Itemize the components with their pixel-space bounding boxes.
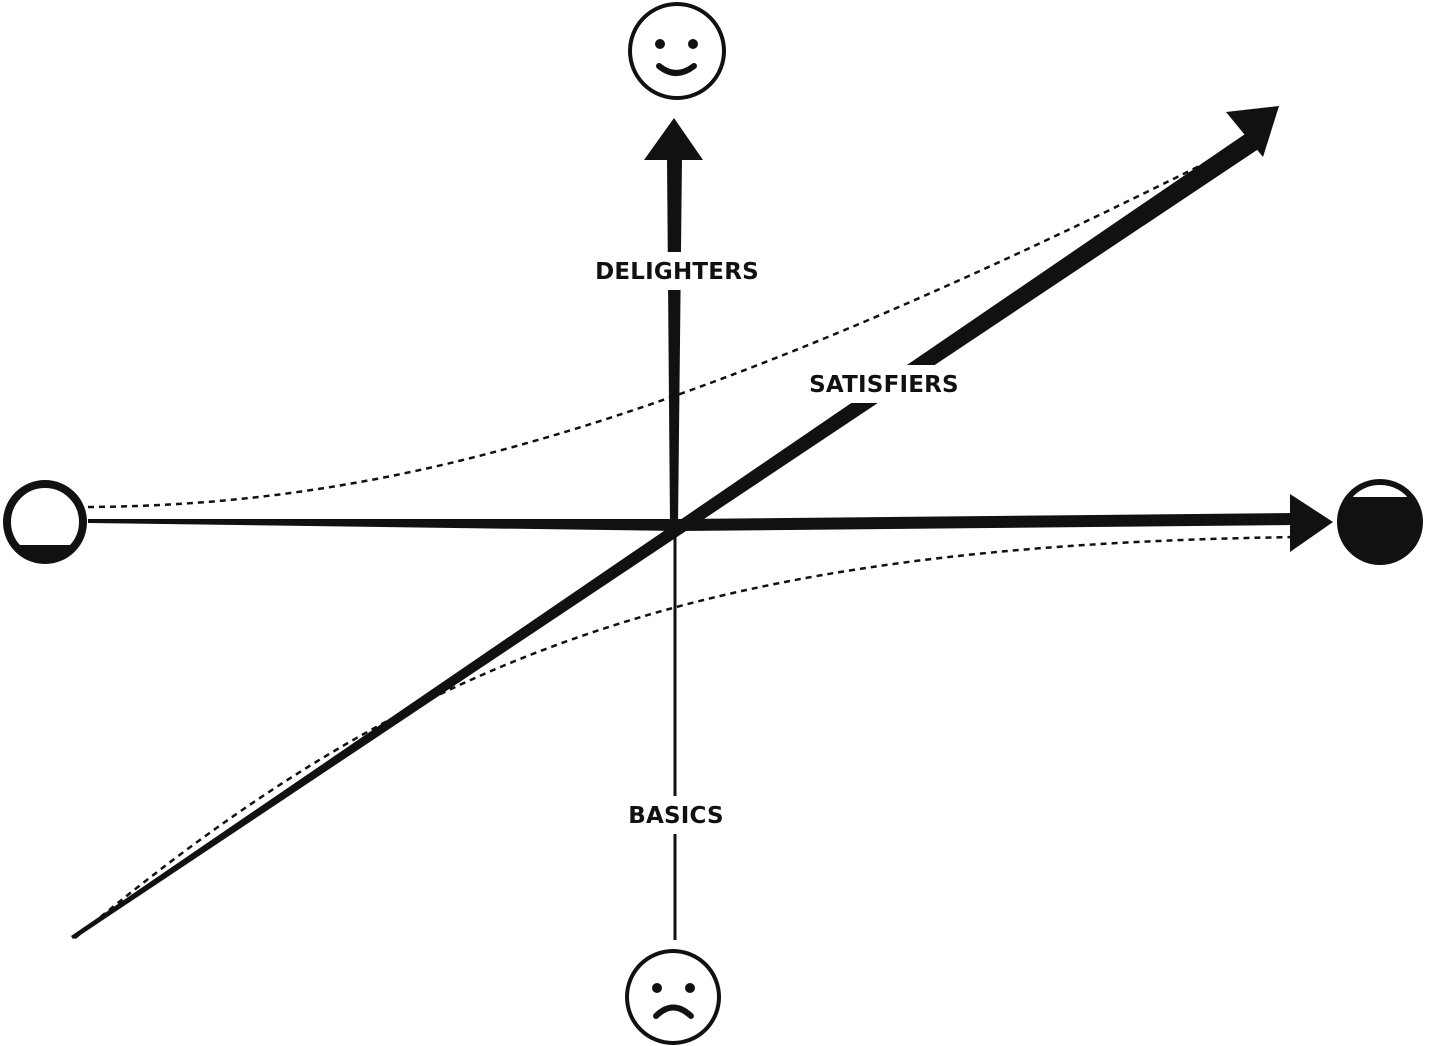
smiley-face-icon: [628, 2, 726, 100]
satisfiers-line: [71, 132, 1260, 939]
horizontal-axis-arrowhead: [1290, 494, 1333, 552]
basics-label: BASICS: [628, 803, 724, 829]
vertical-axis-upper: [667, 158, 682, 525]
full-circle-icon: [1337, 479, 1423, 565]
satisfiers-label: SATISFIERS: [809, 372, 959, 398]
basics-curve: [74, 535, 1301, 939]
delighters-label: DELIGHTERS: [595, 259, 759, 285]
empty-circle-icon: [3, 480, 87, 564]
frowning-face-icon: [625, 949, 721, 1045]
vertical-axis-arrowhead: [644, 118, 703, 160]
satisfiers-arrowhead: [1226, 106, 1279, 157]
